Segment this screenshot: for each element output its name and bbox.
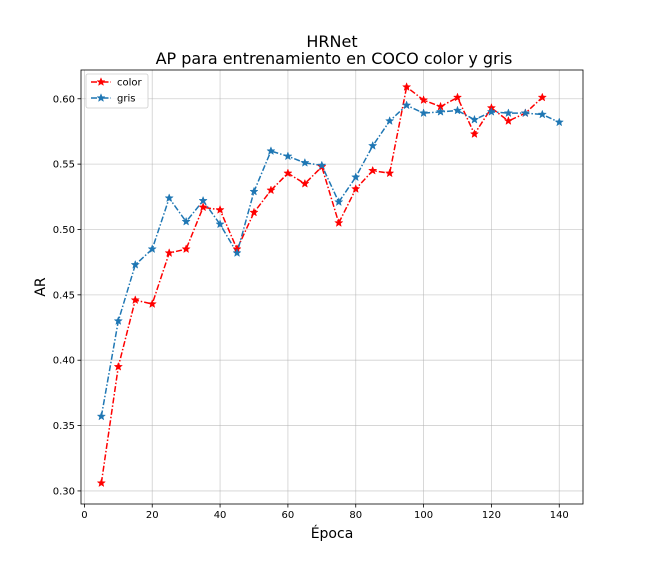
data-point-color — [266, 185, 276, 195]
x-tick-label: 60 — [282, 510, 295, 521]
data-point-color — [181, 244, 191, 254]
data-point-color — [147, 299, 157, 308]
data-point-color — [96, 478, 107, 488]
plot-frame — [80, 69, 584, 505]
legend-label-gris: gris — [117, 94, 135, 105]
x-ticks: 0 20 40 60 80 100 120 140 — [81, 504, 569, 521]
data-point-color — [300, 178, 310, 188]
data-point-gris — [317, 160, 327, 170]
legend-marker-gris — [96, 93, 106, 102]
data-point-color — [503, 116, 514, 125]
data-point-gris — [418, 108, 429, 118]
y-tick-label: 0.45 — [53, 290, 75, 301]
x-tick-label: 100 — [414, 510, 433, 521]
data-point-gris — [435, 106, 446, 116]
series-lines — [100, 85, 560, 484]
data-point-color — [469, 129, 480, 139]
x-axis-label: Época — [311, 525, 354, 542]
data-point-gris — [486, 106, 497, 116]
data-point-gris — [351, 172, 361, 182]
data-point-gris — [147, 244, 157, 254]
data-point-gris — [130, 259, 140, 269]
data-point-gris — [503, 108, 514, 118]
data-point-gris — [300, 157, 310, 167]
y-tick-label: 0.60 — [53, 94, 75, 105]
x-tick-label: 120 — [482, 510, 501, 521]
data-point-gris — [368, 140, 378, 150]
data-point-gris — [96, 411, 107, 421]
data-point-gris — [266, 146, 276, 156]
series-line-color — [100, 85, 543, 484]
x-tick-label: 80 — [349, 510, 362, 521]
data-point-color — [368, 165, 378, 175]
x-tick-label: 20 — [146, 510, 159, 521]
data-point-gris — [520, 108, 531, 118]
y-axis-label: AR — [33, 277, 49, 297]
y-tick-label: 0.55 — [53, 160, 75, 171]
y-ticks: 0.30 0.35 0.40 0.45 0.50 0.55 0.60 — [53, 94, 81, 497]
data-point-color — [113, 361, 123, 371]
legend-marker-color — [96, 77, 106, 86]
data-point-color — [215, 204, 225, 214]
data-point-color — [283, 168, 293, 178]
data-point-gris — [554, 117, 564, 127]
data-point-gris — [452, 105, 463, 115]
data-point-gris — [198, 195, 208, 205]
data-point-gris — [215, 219, 225, 229]
data-point-color — [537, 92, 547, 102]
data-point-gris — [401, 100, 412, 110]
data-point-gris — [232, 248, 242, 257]
data-point-color — [452, 92, 463, 102]
legend: color gris — [85, 73, 149, 109]
data-point-color — [384, 168, 395, 178]
data-point-color — [334, 218, 344, 227]
grid — [81, 70, 583, 504]
x-tick-label: 40 — [214, 510, 227, 521]
data-point-gris — [334, 197, 344, 207]
series-line-gris — [100, 104, 560, 417]
data-point-gris — [164, 193, 174, 203]
data-point-gris — [469, 114, 480, 124]
chart-subtitle: AP para entrenamiento en COCO color y gr… — [156, 49, 513, 68]
legend-label-color: color — [117, 78, 143, 89]
data-point-color — [164, 248, 174, 257]
data-point-gris — [384, 116, 395, 125]
y-tick-label: 0.30 — [53, 486, 75, 497]
chart-title: HRNet — [306, 32, 357, 51]
data-point-gris — [113, 316, 123, 325]
y-tick-label: 0.35 — [53, 421, 75, 432]
data-point-color — [401, 82, 412, 91]
data-point-gris — [249, 186, 259, 196]
data-point-color — [351, 184, 361, 193]
x-tick-label: 140 — [550, 510, 569, 521]
y-tick-label: 0.50 — [53, 225, 75, 236]
data-point-color — [198, 202, 208, 212]
x-tick-label: 0 — [81, 510, 87, 521]
data-point-gris — [537, 109, 547, 119]
data-point-color — [130, 295, 140, 305]
data-point-color — [418, 95, 429, 105]
series-markers — [96, 82, 564, 488]
y-tick-label: 0.40 — [53, 356, 75, 367]
data-point-gris — [181, 216, 191, 226]
data-point-gris — [283, 151, 293, 161]
data-point-color — [249, 207, 259, 217]
